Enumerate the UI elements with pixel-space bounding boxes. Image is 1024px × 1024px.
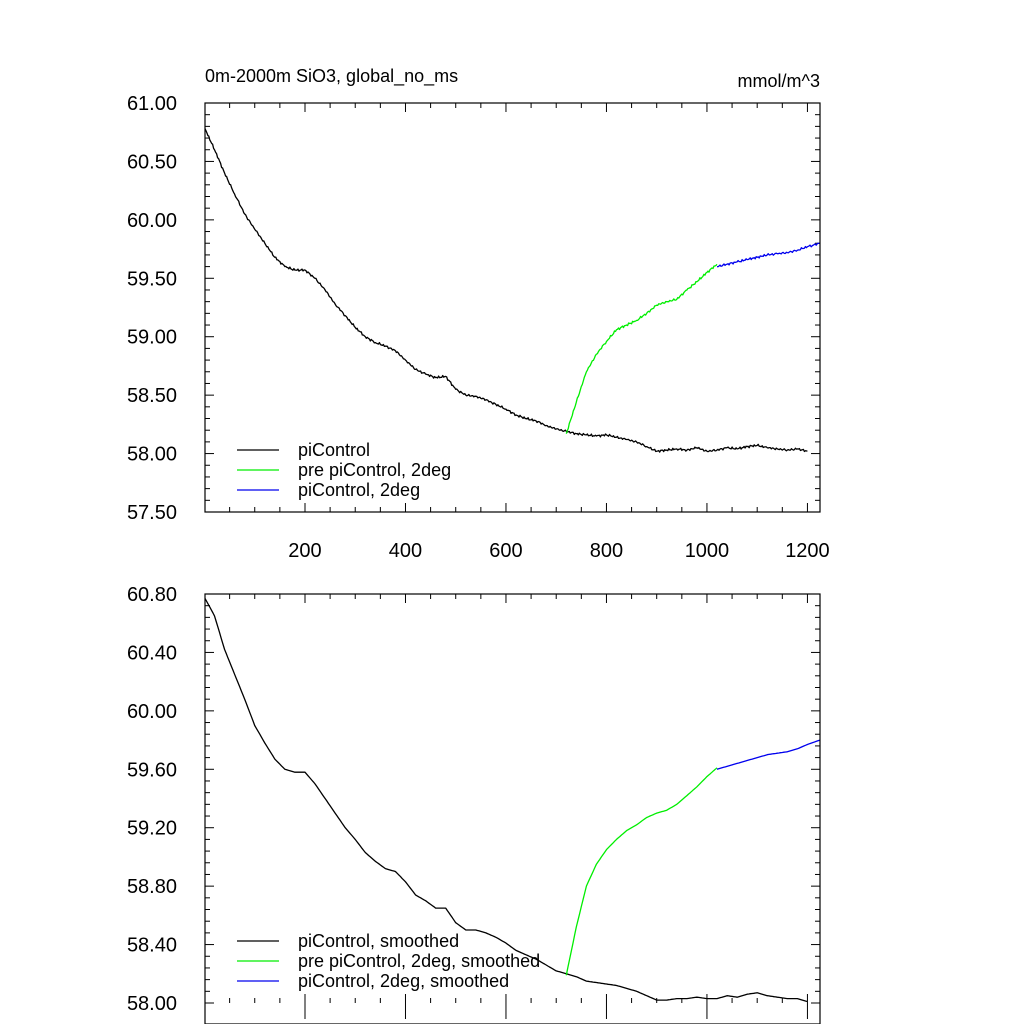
top-chart-title: 0m-2000m SiO3, global_no_ms xyxy=(205,66,458,87)
series-line xyxy=(716,739,821,770)
y-tick-label: 57.50 xyxy=(127,502,177,524)
y-tick-label: 61.00 xyxy=(127,93,177,115)
y-tick-label: 60.00 xyxy=(127,701,177,723)
x-tick-label: 600 xyxy=(489,540,522,562)
y-tick-label: 59.50 xyxy=(127,268,177,290)
top-chart-units: mmol/m^3 xyxy=(738,71,820,91)
y-tick-label: 58.50 xyxy=(127,385,177,407)
series-line xyxy=(716,242,821,268)
y-tick-label: 60.40 xyxy=(127,642,177,664)
legend-label: pre piControl, 2deg, smoothed xyxy=(298,951,540,971)
x-tick-label: 1200 xyxy=(785,540,830,562)
y-tick-label: 59.20 xyxy=(127,818,177,840)
series-line xyxy=(565,263,718,434)
bottom-panel: 58.00 58.40 58.80 59.20 59.60 60.00 60.40 60.80… xyxy=(127,584,821,1024)
y-tick-label: 60.80 xyxy=(127,584,177,606)
series-line xyxy=(204,598,808,1003)
bottom-plot-frame xyxy=(204,593,821,1024)
y-tick-label: 58.80 xyxy=(127,876,177,898)
top-panel: 0m-2000m SiO3, global_no_ms mmol/m^3 57.… xyxy=(127,66,830,562)
x-tick-label: 800 xyxy=(590,540,623,562)
y-tick-label: 58.00 xyxy=(127,444,177,466)
legend-label: piControl, 2deg xyxy=(298,480,420,500)
top-series-lines xyxy=(204,128,821,453)
series-line xyxy=(204,128,808,453)
x-tick-label: 200 xyxy=(288,540,321,562)
bottom-axis-ticks: 58.00 58.40 58.80 59.20 59.60 60.00 60.40 60.80 xyxy=(127,584,820,1019)
y-tick-label: 59.00 xyxy=(127,327,177,349)
y-tick-label: 58.00 xyxy=(127,993,177,1015)
y-tick-label: 59.60 xyxy=(127,759,177,781)
legend-label: piControl, 2deg, smoothed xyxy=(298,971,509,991)
x-tick-label: 400 xyxy=(389,540,422,562)
y-tick-label: 60.00 xyxy=(127,210,177,232)
series-line xyxy=(565,767,718,976)
top-axis-ticks: 57.50 58.00 58.50 59.00 59.50 60.00 60.50 61.00… xyxy=(127,93,830,562)
top-plot-frame xyxy=(204,102,821,513)
x-tick-label: 1000 xyxy=(685,540,730,562)
y-tick-label: 58.40 xyxy=(127,935,177,957)
legend-label: piControl, smoothed xyxy=(298,931,459,951)
legend-label: pre piControl, 2deg xyxy=(298,460,451,480)
legend-label: piControl xyxy=(298,440,370,460)
y-tick-label: 60.50 xyxy=(127,151,177,173)
bottom-series-lines xyxy=(204,598,821,1003)
